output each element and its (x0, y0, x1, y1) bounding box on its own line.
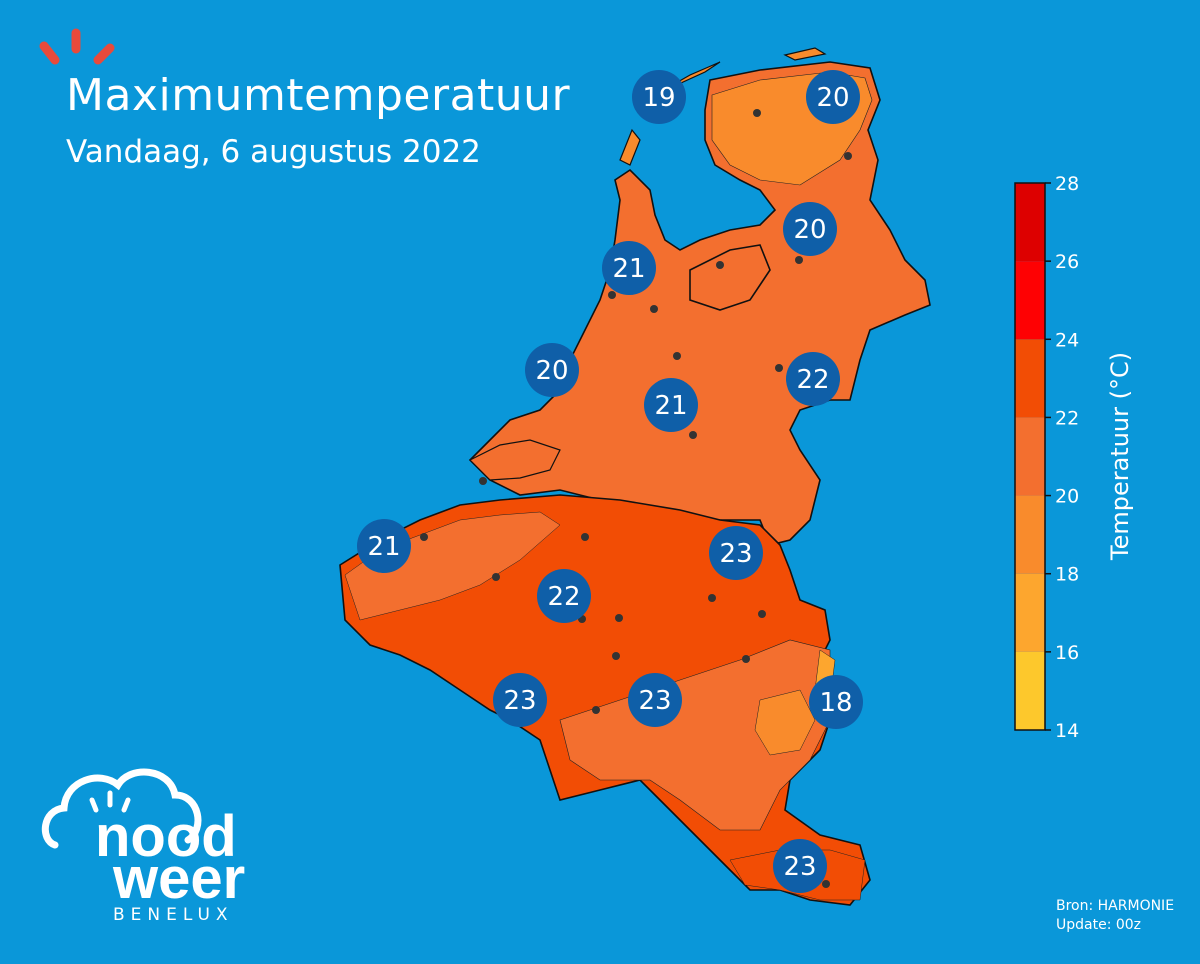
temperature-marker: 21 (357, 519, 411, 573)
temperature-marker: 23 (628, 673, 682, 727)
temperature-marker: 22 (537, 569, 591, 623)
marker-circle (632, 70, 686, 124)
marker-circle (537, 569, 591, 623)
flevoland (689, 244, 771, 311)
temperature-marker: 21 (644, 378, 698, 432)
city-dots (420, 109, 852, 888)
page-title: Maximumtemperatuur (66, 70, 571, 121)
colorbar-tick-label: 22 (1055, 407, 1079, 429)
temperature-marker: 22 (786, 352, 840, 406)
temperature-marker: 23 (493, 673, 547, 727)
marker-value: 23 (503, 686, 536, 716)
marker-circle (783, 202, 837, 256)
marker-circle (773, 839, 827, 893)
brand-line1: nood (95, 804, 237, 869)
brand-line2: weer (112, 846, 245, 911)
marker-value: 18 (819, 688, 852, 718)
cloud-icon (41, 768, 202, 849)
noodweer-logo: nood weer (41, 768, 245, 911)
marker-value: 23 (783, 852, 816, 882)
marker-value: 19 (642, 83, 675, 113)
temperature-marker: 18 (809, 675, 863, 729)
flanders-coast-zone (344, 511, 561, 621)
colorbar-label: Temperatuur (°C) (1106, 351, 1134, 560)
marker-value: 22 (796, 365, 829, 395)
marker-value: 20 (816, 83, 849, 113)
colorbar-band-0 (1015, 651, 1045, 730)
ardennes-zone (559, 639, 831, 831)
update-text: Update: 00z (1056, 917, 1142, 933)
temperature-marker: 21 (602, 241, 656, 295)
colorbar-band-3 (1015, 417, 1045, 496)
marker-circle (644, 378, 698, 432)
source-text: Bron: HARMONIE (1056, 898, 1175, 914)
colorbar (1014, 182, 1046, 731)
colorbar-band-1 (1015, 573, 1045, 652)
marker-circle (786, 352, 840, 406)
marker-value: 20 (535, 356, 568, 386)
marker-value: 21 (367, 532, 400, 562)
colorbar-tick-label: 20 (1055, 486, 1079, 508)
temperature-marker: 20 (525, 343, 579, 397)
colorbar-band-4 (1015, 339, 1045, 418)
temperature-marker: 20 (783, 202, 837, 256)
marker-circle (357, 519, 411, 573)
marker-value: 21 (612, 254, 645, 284)
colorbar-tick-label: 28 (1055, 173, 1079, 195)
temperature-markers: 19 20 20 21 20 22 21 21 23 22 23 23 18 23 (357, 70, 863, 893)
colorbar-tick-label: 18 (1055, 564, 1079, 586)
sun-rays-icon (39, 28, 115, 65)
zeeland (468, 439, 561, 481)
temperature-marker: 23 (773, 839, 827, 893)
colorbar-band-2 (1015, 495, 1045, 574)
brand-benelux: BENELUX (113, 905, 234, 925)
marker-value: 21 (654, 391, 687, 421)
high-fens-zone (754, 689, 816, 756)
marker-value: 23 (719, 539, 752, 569)
colorbar-ticks: 28 26 24 22 20 18 16 14 (1045, 173, 1079, 742)
marker-circle (493, 673, 547, 727)
colorbar-tick-label: 14 (1055, 720, 1079, 742)
temperature-marker: 23 (709, 526, 763, 580)
colorbar-tick-label: 16 (1055, 642, 1079, 664)
page-subtitle: Vandaag, 6 augustus 2022 (66, 134, 481, 170)
colorbar-band-6 (1015, 183, 1045, 262)
temperature-marker: 20 (806, 70, 860, 124)
colorbar-band-5 (1015, 261, 1045, 340)
marker-value: 22 (547, 582, 580, 612)
marker-circle (602, 241, 656, 295)
colorbar-tick-label: 24 (1055, 329, 1079, 351)
marker-circle (709, 526, 763, 580)
benelux-map (339, 47, 931, 906)
temperature-marker: 19 (632, 70, 686, 124)
marker-circle (525, 343, 579, 397)
colorbar-tick-label: 26 (1055, 251, 1079, 273)
colorbar-frame (1014, 182, 1046, 731)
marker-value: 23 (638, 686, 671, 716)
marker-circle (628, 673, 682, 727)
marker-circle (809, 675, 863, 729)
source-info: Bron: HARMONIE Update: 00z (1056, 897, 1174, 935)
marker-circle (806, 70, 860, 124)
marker-value: 20 (793, 215, 826, 245)
